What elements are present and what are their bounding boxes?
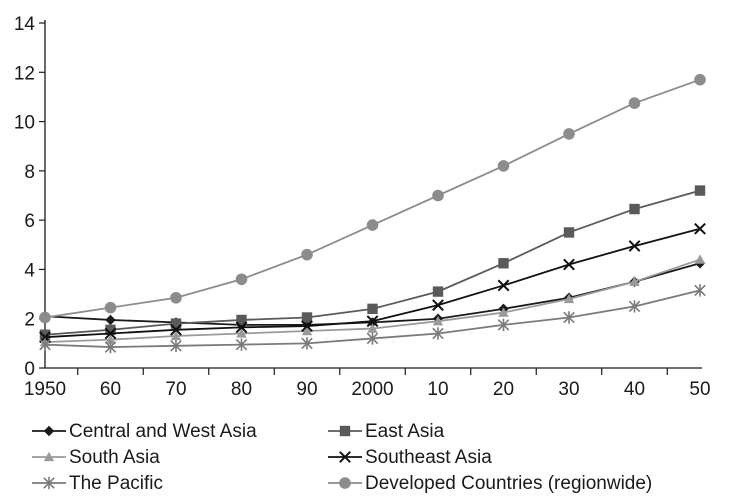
x-tick-label: 2000	[351, 379, 393, 400]
data-point-south-asia	[301, 325, 313, 336]
data-point-the-pacific	[694, 284, 706, 297]
data-point-developed-countries-regionwide	[497, 160, 510, 172]
data-point-south-asia	[367, 323, 378, 333]
x-tick-label: 40	[624, 379, 645, 400]
legend-label: East Asia	[365, 421, 445, 442]
y-tick-label: 10	[14, 113, 35, 134]
legend-item-east-asia: East Asia	[328, 421, 445, 442]
x-tick-label: 80	[231, 379, 252, 400]
x-tick-label: 50	[689, 379, 710, 400]
legend-marker	[43, 451, 55, 462]
x-tick-label: 20	[493, 379, 514, 400]
x-tick-label: 70	[165, 379, 186, 400]
data-point-southeast-asia	[366, 315, 379, 328]
data-point-east-asia	[170, 318, 182, 329]
data-point-central-and-west-asia	[105, 314, 116, 326]
data-point-southeast-asia	[301, 320, 313, 333]
y-tick-label: 4	[24, 260, 35, 281]
legend-label: Developed Countries (regionwide)	[365, 473, 652, 494]
data-point-developed-countries-regionwide	[104, 301, 117, 314]
data-point-southeast-asia	[235, 321, 248, 334]
data-point-south-asia	[629, 276, 640, 286]
data-point-east-asia	[105, 324, 116, 336]
series-line-developed-countries-regionwide	[44, 78, 701, 319]
data-point-developed-countries-regionwide	[694, 73, 706, 86]
data-point-southeast-asia	[432, 299, 444, 312]
y-tick-label: 2	[24, 310, 35, 331]
data-point-southeast-asia	[497, 279, 510, 292]
data-point-the-pacific	[563, 311, 575, 324]
data-point-developed-countries-regionwide	[301, 248, 313, 261]
data-point-south-asia	[170, 330, 182, 341]
data-point-southeast-asia	[694, 222, 706, 235]
legend-label: Southeast Asia	[365, 447, 492, 468]
legend-item-southeast-asia: Southeast Asia	[328, 447, 492, 468]
data-point-the-pacific	[628, 300, 641, 313]
data-point-south-asia	[236, 328, 247, 338]
legend-marker	[43, 425, 55, 437]
x-tick-label: 30	[558, 379, 579, 400]
legend-item-south-asia: South Asia	[32, 447, 160, 468]
x-tick-label: 10	[427, 379, 448, 400]
data-point-the-pacific	[104, 340, 117, 354]
data-point-developed-countries-regionwide	[366, 219, 379, 231]
data-point-the-pacific	[366, 332, 379, 345]
data-point-developed-countries-regionwide	[628, 97, 641, 109]
legend-label: South Asia	[69, 447, 160, 468]
legend-marker	[339, 477, 351, 489]
series-line-central-and-west-asia	[44, 262, 701, 326]
data-point-south-asia	[563, 293, 575, 304]
data-point-southeast-asia	[563, 258, 575, 271]
x-tick-label: 90	[296, 379, 317, 400]
y-tick-label: 8	[24, 162, 35, 183]
legend-item-central-and-west-asia: Central and West Asia	[32, 421, 257, 442]
x-tick-label: 1950	[24, 379, 66, 400]
data-point-the-pacific	[432, 327, 444, 340]
data-point-the-pacific	[235, 338, 248, 351]
data-point-east-asia	[694, 185, 706, 196]
data-point-east-asia	[236, 314, 247, 326]
data-point-developed-countries-regionwide	[563, 128, 575, 140]
legend-label: The Pacific	[69, 473, 163, 494]
data-point-south-asia	[432, 315, 444, 326]
data-point-east-asia	[432, 286, 444, 297]
data-point-the-pacific	[301, 337, 313, 350]
legend-item-developed-countries-regionwide: Developed Countries (regionwide)	[328, 473, 652, 494]
data-point-the-pacific	[170, 339, 182, 353]
data-point-east-asia	[301, 312, 313, 323]
data-point-southeast-asia	[104, 327, 117, 340]
data-point-east-asia	[629, 203, 640, 215]
chart-legend: Central and West Asia East Asia South Asia…	[32, 421, 652, 494]
chart-axes: 0 2 4 6 8 10 12 14 1950 60 70 80 90 2000 10 20 30 40 50	[14, 14, 711, 400]
data-point-developed-countries-regionwide	[170, 291, 182, 304]
data-point-east-asia	[563, 227, 575, 238]
legend-marker	[43, 476, 55, 490]
data-point-south-asia	[498, 307, 509, 317]
x-tick-label: 60	[100, 379, 121, 400]
series-layer	[39, 73, 706, 354]
data-point-east-asia	[498, 258, 509, 269]
legend-marker	[339, 425, 351, 437]
y-tick-label: 14	[14, 14, 36, 35]
data-point-the-pacific	[497, 318, 510, 332]
data-point-developed-countries-regionwide	[39, 311, 51, 324]
data-point-developed-countries-regionwide	[235, 273, 248, 286]
data-point-south-asia	[105, 334, 116, 344]
y-tick-label: 12	[14, 63, 35, 84]
data-point-south-asia	[694, 254, 706, 264]
data-point-developed-countries-regionwide	[432, 189, 444, 202]
legend-marker	[339, 451, 351, 463]
data-point-southeast-asia	[170, 323, 182, 336]
y-tick-label: 0	[24, 359, 35, 380]
data-point-east-asia	[367, 303, 378, 315]
legend-item-the-pacific: The Pacific	[32, 473, 163, 494]
y-tick-label: 6	[24, 211, 35, 232]
data-point-southeast-asia	[628, 240, 641, 252]
legend-label: Central and West Asia	[69, 421, 257, 442]
data-point-east-asia	[39, 329, 51, 340]
data-point-the-pacific	[39, 338, 51, 351]
